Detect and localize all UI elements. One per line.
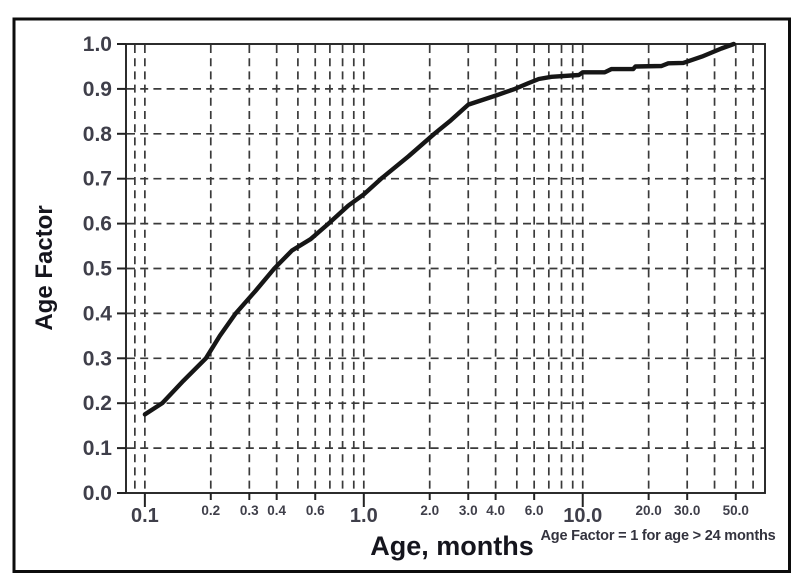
x-tick-label: 50.0 [723,503,749,518]
y-tick-label: 0.9 [83,78,112,101]
age-factor-curve [142,41,736,417]
y-tick-label: 0.3 [83,347,112,370]
x-tick-label: 3.0 [459,503,478,518]
annotation-note: Age Factor = 1 for age > 24 months [541,528,776,544]
y-tick-label: 0.8 [83,123,113,146]
data-series [142,41,736,417]
y-tick-label: 0.2 [83,392,112,415]
y-tick-label: 1.0 [83,33,112,56]
x-tick-label: 6.0 [525,503,544,518]
x-tick-label: 0.1 [131,505,159,527]
y-tick-label: 0.6 [83,213,112,236]
plot-border [125,43,766,494]
x-tick-label: 0.4 [267,503,286,518]
y-tick-label: 0.4 [83,302,113,325]
y-tick-labels: 0.0 0.1 0.2 0.3 0.4 0.5 0.6 0.7 0.8 0.9 1.0 [83,33,113,505]
x-tick-labels: 0.1 0.2 0.3 0.4 0.6 1.0 2.0 3.0 4.0 6.0 10.0 20.0 30… [131,503,749,527]
x-tick-label: 0.6 [306,503,325,518]
y-tick-label: 0.0 [83,482,112,505]
x-axis-title: Age, months [370,531,534,561]
x-tick-label: 30.0 [674,503,700,518]
y-axis-title: Age Factor [31,205,58,330]
y-tick-label: 0.5 [83,258,113,281]
y-tick-label: 0.1 [83,437,113,460]
x-tick-label: 20.0 [636,503,662,518]
x-tick-label: 4.0 [486,503,505,518]
gridlines [127,45,764,492]
x-tick-label: 0.2 [201,503,220,518]
x-tick-label: 2.0 [420,503,439,518]
x-tick-label: 0.3 [240,503,259,518]
figure-border [12,17,791,573]
axis-ticks [117,43,737,507]
x-tick-label: 1.0 [350,505,378,527]
y-tick-label: 0.7 [83,168,112,191]
x-tick-label: 10.0 [563,505,602,527]
